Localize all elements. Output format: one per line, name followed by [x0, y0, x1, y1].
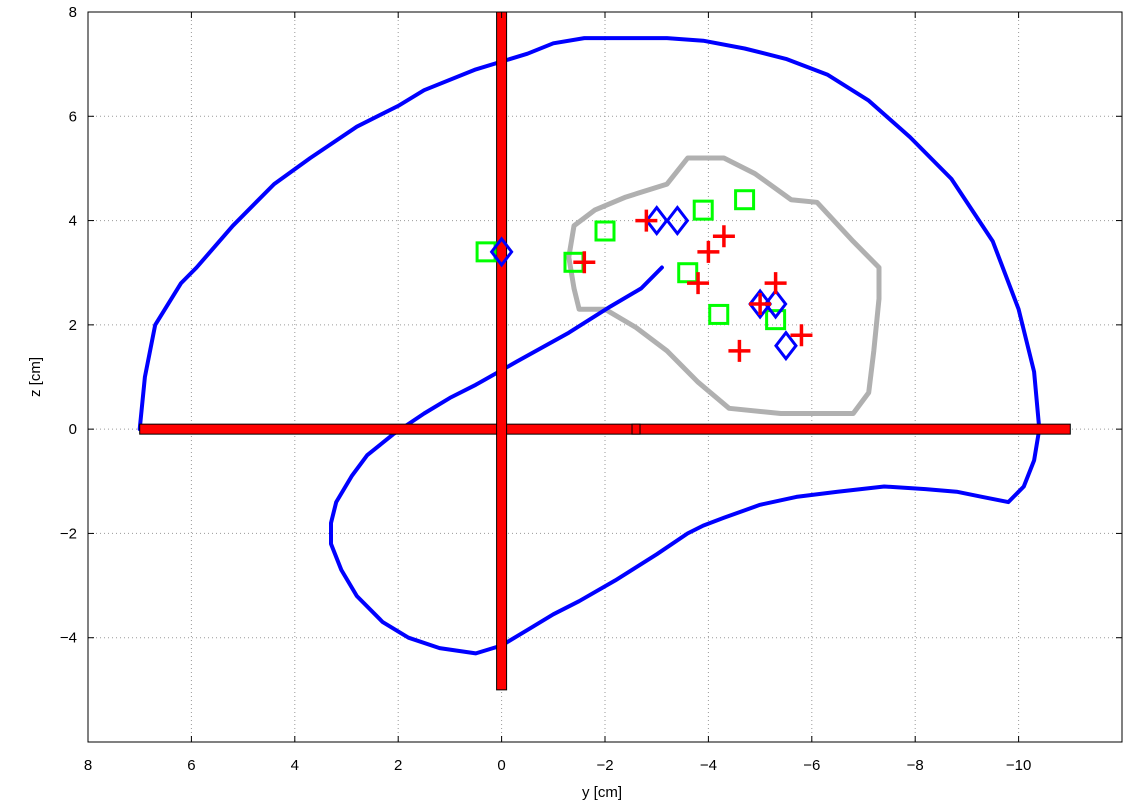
- region-outline: [566, 155, 882, 416]
- diamond-marker: [748, 288, 772, 320]
- ticks: 8 6 4 2 0 −2 −4 −6 −8 −10 8 6 4 2 0 −2 −4: [60, 4, 1122, 774]
- x-tick-label: −6: [803, 757, 820, 774]
- diamond-marker: [489, 236, 514, 268]
- y-axis-label: z [cm]: [27, 357, 44, 397]
- crosshair: [139, 11, 1071, 691]
- cross-marker: [764, 272, 787, 295]
- y-tick-label: 0: [69, 421, 77, 438]
- cross-marker: [573, 251, 596, 274]
- crosshair-horizontal-segment: [631, 423, 641, 435]
- x-tick-label: −10: [1006, 757, 1031, 774]
- x-axis-label: y [cm]: [582, 784, 622, 801]
- markers: [475, 189, 813, 362]
- square-marker: [765, 309, 787, 331]
- cross-marker: [687, 272, 710, 295]
- diamond-marker: [665, 205, 690, 237]
- square-marker: [692, 199, 714, 221]
- x-tick-label: 4: [291, 757, 299, 774]
- outlines: [137, 36, 1042, 656]
- square-marker: [734, 189, 756, 211]
- x-tick-label: 2: [394, 757, 402, 774]
- brain-outline: [137, 36, 1042, 656]
- cross-marker: [790, 324, 813, 347]
- x-tick-label: 0: [497, 757, 505, 774]
- y-tick-label: 8: [69, 4, 77, 21]
- y-tick-label: −4: [60, 630, 77, 647]
- square-marker: [708, 303, 730, 325]
- cross-marker: [728, 339, 751, 362]
- square-marker: [594, 220, 616, 242]
- diamond-marker: [774, 330, 798, 362]
- cross-marker: [712, 225, 735, 248]
- cross-marker: [635, 209, 658, 232]
- square-marker: [475, 241, 497, 263]
- x-tick-label: −2: [596, 757, 613, 774]
- y-tick-label: −2: [60, 525, 77, 542]
- crosshair-horizontal-bar: [139, 423, 1071, 435]
- diamond-marker: [644, 205, 669, 237]
- x-tick-label: −4: [700, 757, 717, 774]
- y-tick-label: 6: [69, 108, 77, 125]
- crosshair-vertical-bar: [496, 11, 508, 691]
- x-tick-label: 8: [84, 757, 92, 774]
- x-tick-label: 6: [187, 757, 195, 774]
- y-tick-label: 2: [69, 317, 77, 334]
- x-tick-label: −8: [907, 757, 924, 774]
- diamond-marker: [763, 288, 788, 320]
- cross-marker: [749, 293, 772, 315]
- cross-marker: [697, 240, 720, 263]
- y-tick-label: 4: [69, 213, 77, 230]
